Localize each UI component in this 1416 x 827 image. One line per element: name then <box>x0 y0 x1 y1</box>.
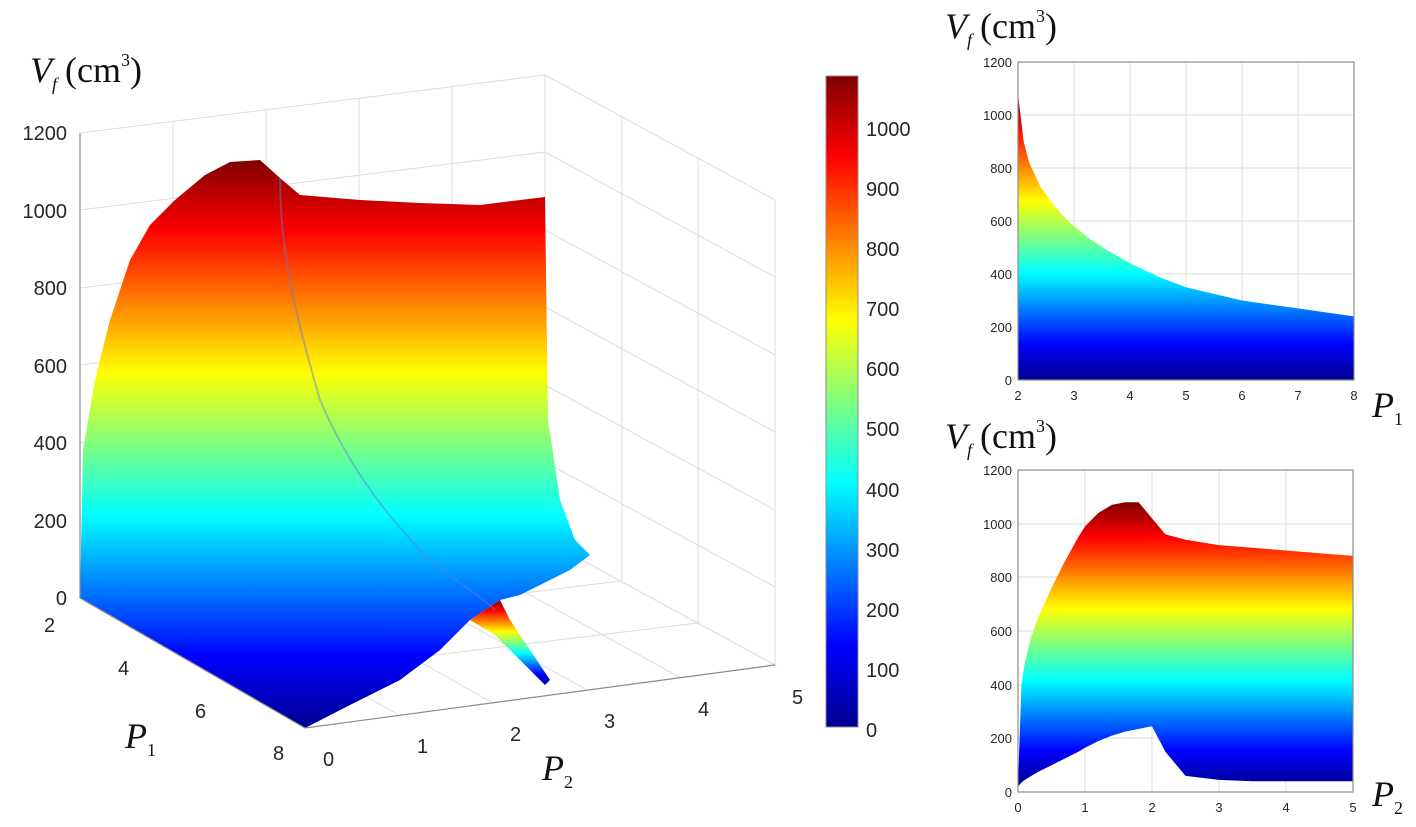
p1-tick: 4 <box>118 658 129 680</box>
y-tick: 1000 <box>983 517 1012 532</box>
z-axis: 0 200 400 600 800 1000 1200 <box>23 123 81 610</box>
x-tick: 2 <box>1014 388 1021 403</box>
colorbar-tick: 700 <box>866 299 899 321</box>
vf-vs-p2-y-label: Vf (cm3) <box>945 416 1057 460</box>
y-tick: 0 <box>1005 373 1012 388</box>
y-tick: 800 <box>990 161 1012 176</box>
y-tick: 600 <box>990 624 1012 639</box>
x-tick: 7 <box>1294 388 1301 403</box>
z-tick: 1000 <box>23 201 68 223</box>
y-tick: 600 <box>990 214 1012 229</box>
x-tick: 6 <box>1238 388 1245 403</box>
y-tick: 1200 <box>983 463 1012 478</box>
p1-tick: 6 <box>195 701 206 723</box>
vf-vs-p1-area <box>1018 93 1354 381</box>
vf-vs-p1-yticks: 0 200 400 600 800 1000 1200 <box>983 55 1012 388</box>
y-tick: 1000 <box>983 108 1012 123</box>
z-tick: 200 <box>34 511 67 533</box>
p2-tick: 0 <box>323 749 334 771</box>
vf-vs-p2-xticks: 0 1 2 3 4 5 <box>1014 800 1356 815</box>
z-tick: 400 <box>34 433 67 455</box>
y-tick: 200 <box>990 320 1012 335</box>
y-tick: 200 <box>990 731 1012 746</box>
colorbar-tick: 800 <box>866 239 899 261</box>
x-tick: 1 <box>1081 800 1088 815</box>
x-tick: 0 <box>1014 800 1021 815</box>
main-3d-chart: 0 200 400 600 800 1000 1200 2 4 6 8 0 1 … <box>23 50 804 792</box>
z-axis-label: Vf (cm3) <box>30 50 142 94</box>
z-tick: 600 <box>34 356 67 378</box>
vf-vs-p2-x-label: P2 <box>1371 774 1403 818</box>
x-tick: 4 <box>1282 800 1289 815</box>
colorbar: 0 100 200 300 400 500 600 700 800 900 10… <box>825 75 911 742</box>
colorbar-tick: 100 <box>866 660 899 682</box>
y-tick: 800 <box>990 570 1012 585</box>
p2-tick: 1 <box>417 736 428 758</box>
colorbar-tick: 1000 <box>866 119 911 141</box>
y-tick: 400 <box>990 267 1012 282</box>
p2-tick: 4 <box>698 699 709 721</box>
colorbar-tick: 0 <box>866 720 877 742</box>
p2-tick: 3 <box>604 711 615 733</box>
colorbar-tick: 200 <box>866 600 899 622</box>
vf-vs-p2-area <box>1018 502 1353 787</box>
p1-axis-label: P1 <box>124 716 156 760</box>
x-tick: 2 <box>1148 800 1155 815</box>
vf-vs-p1-x-label: P1 <box>1371 385 1403 429</box>
colorbar-tick: 600 <box>866 359 899 381</box>
x-tick: 4 <box>1126 388 1133 403</box>
p2-axis-label: P2 <box>541 748 573 792</box>
z-tick: 0 <box>56 588 67 610</box>
p1-axis: 2 4 6 8 <box>44 597 306 765</box>
y-tick: 0 <box>1005 785 1012 800</box>
p1-tick: 2 <box>44 615 55 637</box>
colorbar-tick: 400 <box>866 480 899 502</box>
vf-vs-p1-xticks: 2 3 4 5 6 7 8 <box>1014 388 1357 403</box>
colorbar-tick: 500 <box>866 419 899 441</box>
x-tick: 3 <box>1070 388 1077 403</box>
p2-tick: 2 <box>510 724 521 746</box>
surface <box>80 160 590 728</box>
p2-tick: 5 <box>792 687 803 709</box>
z-tick: 1200 <box>23 123 68 145</box>
x-tick: 3 <box>1215 800 1222 815</box>
colorbar-tick: 900 <box>866 179 899 201</box>
vf-vs-p2-yticks: 0 200 400 600 800 1000 1200 <box>983 463 1012 800</box>
p2-axis: 0 1 2 3 4 5 <box>304 664 803 771</box>
vf-vs-p2-chart: 0 200 400 600 800 1000 1200 0 1 2 3 4 5 … <box>945 416 1403 818</box>
y-tick: 400 <box>990 678 1012 693</box>
vf-vs-p1-y-label: Vf (cm3) <box>945 6 1057 50</box>
x-tick: 5 <box>1349 800 1356 815</box>
colorbar-tick: 300 <box>866 540 899 562</box>
z-tick: 800 <box>34 278 67 300</box>
x-tick: 5 <box>1182 388 1189 403</box>
vf-vs-p1-chart: 0 200 400 600 800 1000 1200 2 3 4 5 6 7 … <box>945 6 1403 429</box>
p1-tick: 8 <box>273 743 284 765</box>
x-tick: 8 <box>1350 388 1357 403</box>
y-tick: 1200 <box>983 55 1012 70</box>
